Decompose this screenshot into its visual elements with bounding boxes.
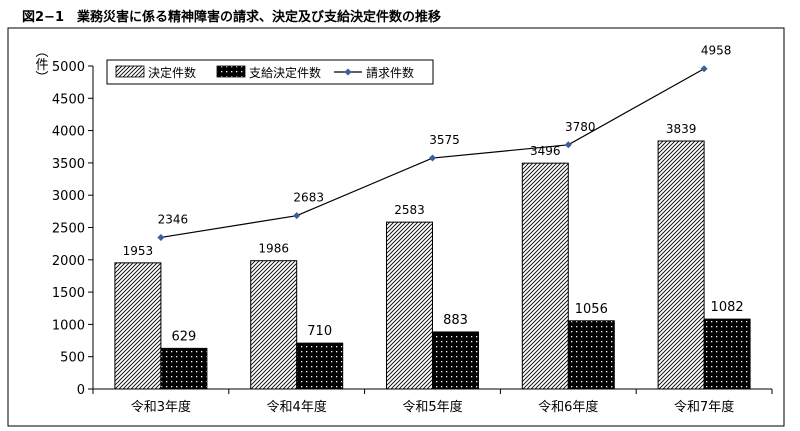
- line-point-令和7年度: [700, 65, 708, 73]
- y-tick-label: 500: [60, 351, 85, 366]
- x-tick-label: 令和6年度: [538, 399, 598, 415]
- legend-swatch-支給決定件数: [216, 65, 246, 78]
- line-請求件数: [160, 68, 705, 239]
- bar-決定件数-令和6年度: [521, 162, 569, 390]
- bar-value-label: 1953: [123, 244, 154, 258]
- y-tick-label: 5000: [52, 60, 85, 75]
- bar-支給決定件数-令和4年度: [296, 342, 344, 390]
- y-axis-label: （件）: [33, 45, 49, 84]
- bar-value-label: 1082: [711, 300, 744, 315]
- legend-box: [106, 59, 434, 85]
- y-tick-label: 1500: [52, 286, 85, 301]
- y-tick-label: 2500: [52, 222, 85, 237]
- x-tick-label: 令和7年度: [674, 399, 734, 415]
- legend-swatch-marker: [344, 68, 352, 76]
- line-value-label: 2346: [158, 212, 189, 226]
- legend-label: 請求件数: [366, 65, 414, 80]
- y-tick-label: 4000: [52, 125, 85, 140]
- x-tick-label: 令和3年度: [131, 399, 191, 415]
- figure-title: 図2−1 業務災害に係る精神障害の請求、決定及び支給決定件数の推移: [22, 10, 441, 25]
- bar-value-label: 883: [443, 313, 468, 328]
- y-tick-label: 3500: [52, 157, 85, 172]
- line-value-label: 3780: [565, 120, 596, 134]
- line-point-令和5年度: [429, 154, 436, 162]
- bar-value-label: 1056: [575, 302, 608, 317]
- bar-決定件数-令和4年度: [250, 260, 298, 390]
- y-tick-label: 3000: [52, 189, 85, 204]
- y-tick-label: 1000: [52, 318, 85, 333]
- bar-支給決定件数-令和7年度: [703, 318, 751, 390]
- legend-label: 決定件数: [148, 65, 196, 80]
- line-value-label: 4958: [701, 44, 732, 58]
- bar-value-label: 629: [171, 329, 196, 344]
- bar-支給決定件数-令和3年度: [160, 347, 208, 390]
- chart-frame: [7, 27, 785, 427]
- legend-label: 支給決定件数: [249, 65, 321, 80]
- bar-value-label: 3496: [530, 144, 561, 158]
- line-point-令和3年度: [157, 233, 165, 241]
- bar-value-label: 710: [307, 324, 332, 339]
- line-point-令和6年度: [564, 141, 572, 149]
- bar-value-label: 2583: [394, 203, 425, 217]
- bar-value-label: 3839: [666, 122, 697, 136]
- y-tick-label: 4500: [52, 92, 85, 107]
- line-value-label: 2683: [293, 191, 324, 205]
- x-tick-label: 令和4年度: [267, 399, 327, 415]
- line-value-label: 3575: [429, 133, 460, 147]
- x-tick-label: 令和5年度: [402, 399, 462, 415]
- bar-決定件数-令和3年度: [114, 262, 162, 390]
- y-tick-label: 0: [77, 383, 85, 398]
- bar-支給決定件数-令和6年度: [567, 320, 615, 390]
- legend-swatch-決定件数: [115, 65, 145, 78]
- bar-決定件数-令和7年度: [657, 140, 705, 390]
- bar-決定件数-令和5年度: [386, 221, 433, 390]
- y-tick-label: 2000: [52, 254, 85, 269]
- bar-value-label: 1986: [258, 242, 289, 256]
- line-point-令和4年度: [293, 212, 301, 220]
- bar-支給決定件数-令和5年度: [432, 331, 479, 390]
